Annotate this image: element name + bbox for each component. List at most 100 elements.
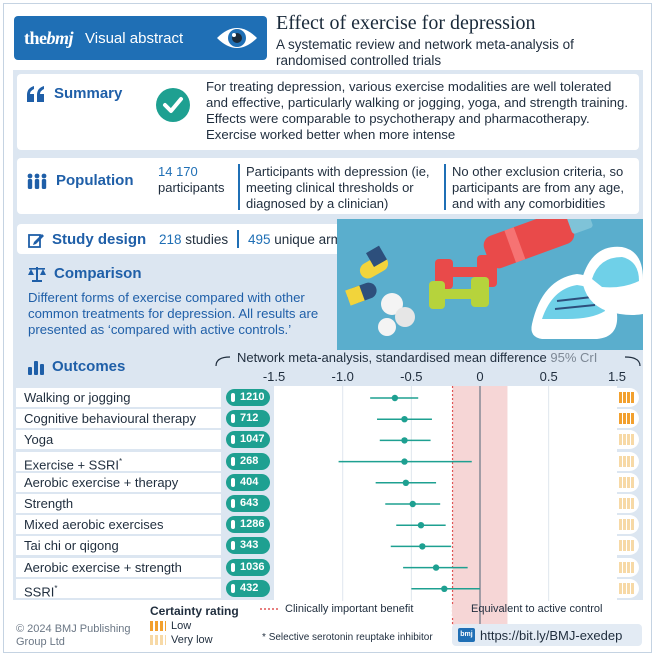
study-design-heading: Study design: [28, 231, 146, 248]
certainty-rating: [617, 430, 639, 449]
studies-count: 218: [159, 232, 182, 247]
participant-count-badge: 712: [226, 410, 270, 427]
footnote-marker: *: [54, 584, 58, 593]
plot-area: [274, 386, 617, 601]
outcomes-heading: Outcomes: [28, 358, 125, 375]
certainty-very-low-swatch: [150, 635, 166, 645]
footnote-marker: *: [119, 457, 123, 466]
population-count-label: participants: [158, 180, 225, 195]
x-tick-label: -0.5: [400, 369, 422, 384]
comparison-text: Different forms of exercise compared wit…: [28, 290, 319, 337]
bmj-link[interactable]: bmj https://bit.ly/BMJ-exedep: [452, 624, 642, 646]
sneaker-icon: [582, 246, 643, 315]
outcome-row-label: Mixed aerobic exercises: [16, 515, 221, 534]
clinical-benefit-legend-line: [260, 608, 280, 610]
quote-icon: [27, 85, 44, 102]
outcome-row-label: Cognitive behavioural therapy: [16, 409, 221, 428]
x-tick-label: 0.5: [540, 369, 558, 384]
participant-count-badge: 1036: [226, 559, 270, 576]
population-card: [17, 158, 639, 214]
certainty-rating: [617, 558, 639, 577]
visual-abstract-label: Visual abstract: [85, 29, 184, 47]
brand-banner: thebmj Visual abstract: [14, 16, 267, 60]
population-count: 14 170: [158, 164, 198, 179]
outcome-row-label: Exercise + SSRI*: [16, 452, 221, 472]
bmj-link-icon: bmj: [458, 628, 475, 642]
x-tick-label: -1.0: [331, 369, 353, 384]
participant-count-badge: 1210: [226, 389, 270, 406]
pill-icon: [381, 293, 403, 315]
point-estimate: [417, 522, 425, 529]
water-bottle-icon: [483, 219, 593, 269]
equivalence-legend-swatch: [452, 604, 466, 616]
point-estimate: [409, 500, 416, 508]
point-estimate: [401, 437, 408, 444]
bmj-link-url: https://bit.ly/BMJ-exedep: [480, 627, 623, 643]
participant-count-badge: 404: [226, 474, 270, 491]
certainty-rating: [617, 494, 639, 513]
header: thebmj Visual abstract Effect of exercis…: [14, 10, 644, 74]
page-subtitle: A systematic review and network meta-ana…: [276, 37, 574, 68]
capsule-icon: [359, 245, 389, 279]
certainty-rating: [617, 536, 639, 555]
eye-icon: [217, 28, 257, 48]
bmj-logo: thebmj: [24, 27, 74, 48]
divider: [237, 230, 239, 248]
outcome-row-label: Strength: [16, 494, 221, 513]
point-estimate: [402, 479, 410, 486]
copyright: © 2024 BMJ Publishing Group Ltd: [16, 623, 131, 648]
footnote: * Selective serotonin reuptake inhibitor: [262, 632, 433, 643]
outcome-row-label: Aerobic exercise + strength: [16, 558, 221, 577]
x-tick-label: -1.5: [263, 369, 285, 384]
checkmark-icon: [156, 88, 190, 122]
certainty-rating: [617, 579, 639, 598]
participant-count-badge: 1286: [226, 516, 270, 533]
participant-count-badge: 343: [226, 537, 270, 554]
studies-label: studies: [185, 232, 229, 247]
x-tick-label: 1.5: [608, 369, 626, 384]
point-estimate: [419, 543, 426, 550]
outcome-row-label: Tai chi or qigong: [16, 536, 221, 555]
page-title: Effect of exercise for depression: [276, 12, 536, 34]
point-estimate: [432, 564, 440, 571]
pencil-icon: [28, 233, 44, 248]
point-estimate: [401, 458, 408, 465]
equivalence-label: Equivalent to active control: [471, 603, 603, 615]
divider: [238, 164, 240, 210]
comparison-heading: Comparison: [28, 265, 142, 282]
dumbbell-icon: [429, 277, 489, 309]
outcome-row-label: Yoga: [16, 430, 221, 449]
exercise-illustration: [337, 219, 643, 350]
certainty-low-swatch: [150, 621, 166, 631]
capsule-icon: [345, 282, 377, 306]
certainty-legend-title: Certainty rating: [150, 604, 239, 618]
certainty-rating: [617, 452, 639, 471]
point-estimate: [441, 585, 448, 592]
population-exclusions: No other exclusion criteria, so particip…: [452, 164, 624, 211]
clinical-benefit-label: Clinically important benefit: [285, 603, 414, 615]
pill-icon: [378, 318, 396, 336]
certainty-rating: [617, 388, 639, 407]
certainty-rating: [617, 515, 639, 534]
certainty-low-label: Low: [171, 620, 192, 632]
scales-icon: [28, 266, 46, 282]
people-icon: [27, 173, 47, 189]
summary-text: For treating depression, various exercis…: [206, 79, 629, 142]
x-tick-label: 0: [476, 369, 483, 384]
participant-count-badge: 268: [226, 453, 270, 470]
study-design-card: [17, 224, 367, 254]
arms-label: unique arms: [274, 232, 349, 247]
certainty-rating: [617, 473, 639, 492]
outcome-row-label: Walking or jogging: [16, 388, 221, 407]
outcome-row-label: Aerobic exercise + therapy: [16, 473, 221, 492]
arms-count: 495: [248, 232, 271, 247]
outcome-row-label: SSRI*: [16, 579, 221, 599]
population-criteria: Participants with depression (ie, meetin…: [246, 164, 430, 211]
summary-heading: Summary: [26, 85, 122, 102]
point-estimate: [391, 394, 399, 402]
point-estimate: [401, 416, 408, 423]
bar-chart-icon: [28, 360, 44, 375]
axis-title: Network meta-analysis, standardised mean…: [237, 350, 598, 365]
